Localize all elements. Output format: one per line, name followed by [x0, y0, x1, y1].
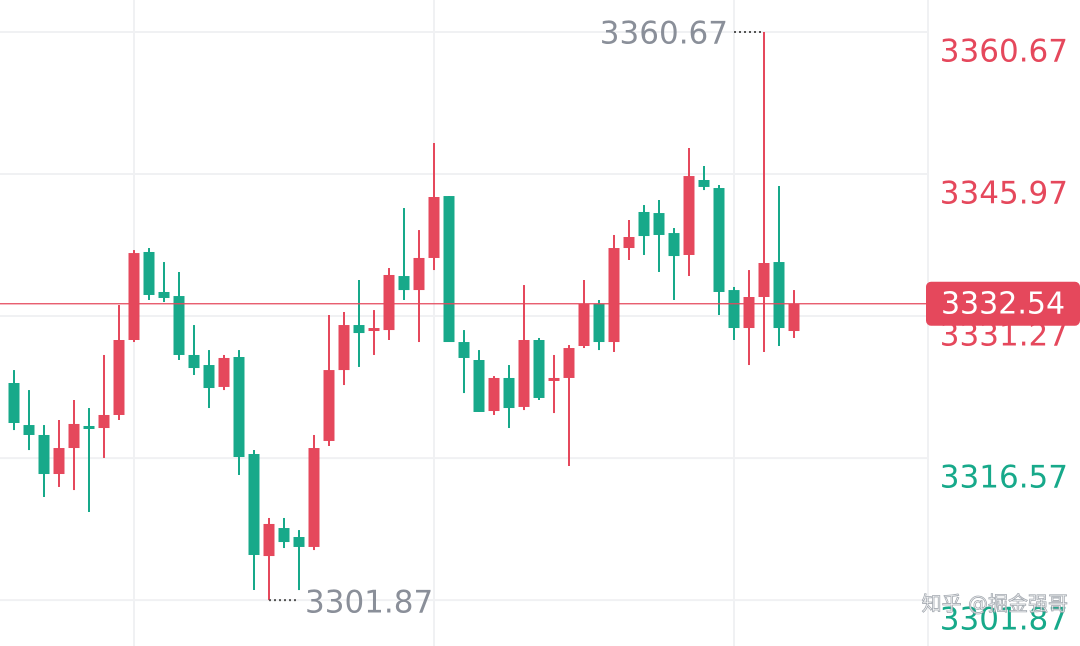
candle-body [698, 180, 710, 187]
watermark: 知乎 @掘金强哥 [922, 592, 1068, 616]
candle-body [518, 340, 530, 407]
candle-body [188, 354, 200, 369]
candle-body [443, 196, 455, 343]
candle-body [53, 448, 65, 475]
candle-body [383, 274, 395, 331]
candle-body [413, 257, 425, 291]
low-annotation: 3301.87 [305, 585, 433, 621]
candle-body [578, 303, 590, 346]
candle-body [143, 251, 155, 295]
y-tick-label: 3360.67 [940, 33, 1068, 69]
candle-body [278, 528, 290, 543]
candle-body [323, 370, 335, 441]
y-tick-label: 3345.97 [940, 176, 1068, 212]
candle-body [368, 328, 380, 332]
candle-body [203, 365, 215, 389]
candle-body [158, 291, 170, 298]
candle-body [608, 248, 620, 343]
high-annotation: 3360.67 [600, 15, 728, 51]
candle-body [563, 348, 575, 378]
candle-body [533, 340, 545, 398]
candle-body [713, 188, 725, 292]
candle-body [398, 276, 410, 291]
candle-body [113, 340, 125, 415]
candle-body [458, 342, 470, 358]
candle-body [218, 357, 230, 387]
y-tick-label: 3316.57 [940, 460, 1068, 496]
candle-body [23, 425, 35, 435]
candle-body [668, 233, 680, 257]
candle-body [488, 377, 500, 412]
candle-body [308, 448, 320, 547]
candle-body [263, 523, 275, 557]
candle-body [128, 253, 140, 341]
current-price-label: 3332.54 [941, 286, 1065, 321]
y-tick-label: 3301.87 [940, 602, 1068, 638]
candle-body [473, 360, 485, 412]
candle-body [338, 325, 350, 371]
candle-body [428, 197, 440, 258]
candle-body [98, 414, 110, 429]
candle-body [773, 262, 785, 329]
candle-body [353, 325, 365, 334]
candle-body [173, 296, 185, 355]
candle-body [248, 454, 260, 555]
candle-body [593, 303, 605, 343]
candle-body [83, 425, 95, 429]
candle-body [788, 303, 800, 332]
candle-body [743, 297, 755, 329]
candle-body [233, 357, 245, 458]
candle-body [728, 290, 740, 329]
candle-body [758, 262, 770, 298]
candle-body [683, 176, 695, 255]
candle-body [653, 213, 665, 235]
current-price-badge [926, 281, 1080, 326]
candle-body [38, 434, 50, 475]
candle-body [8, 383, 20, 424]
candle-body [548, 377, 560, 381]
candle-body [293, 537, 305, 547]
candle-body [68, 423, 80, 449]
candle-body [503, 377, 515, 409]
candle-body [623, 237, 635, 249]
candle-body [638, 211, 650, 237]
